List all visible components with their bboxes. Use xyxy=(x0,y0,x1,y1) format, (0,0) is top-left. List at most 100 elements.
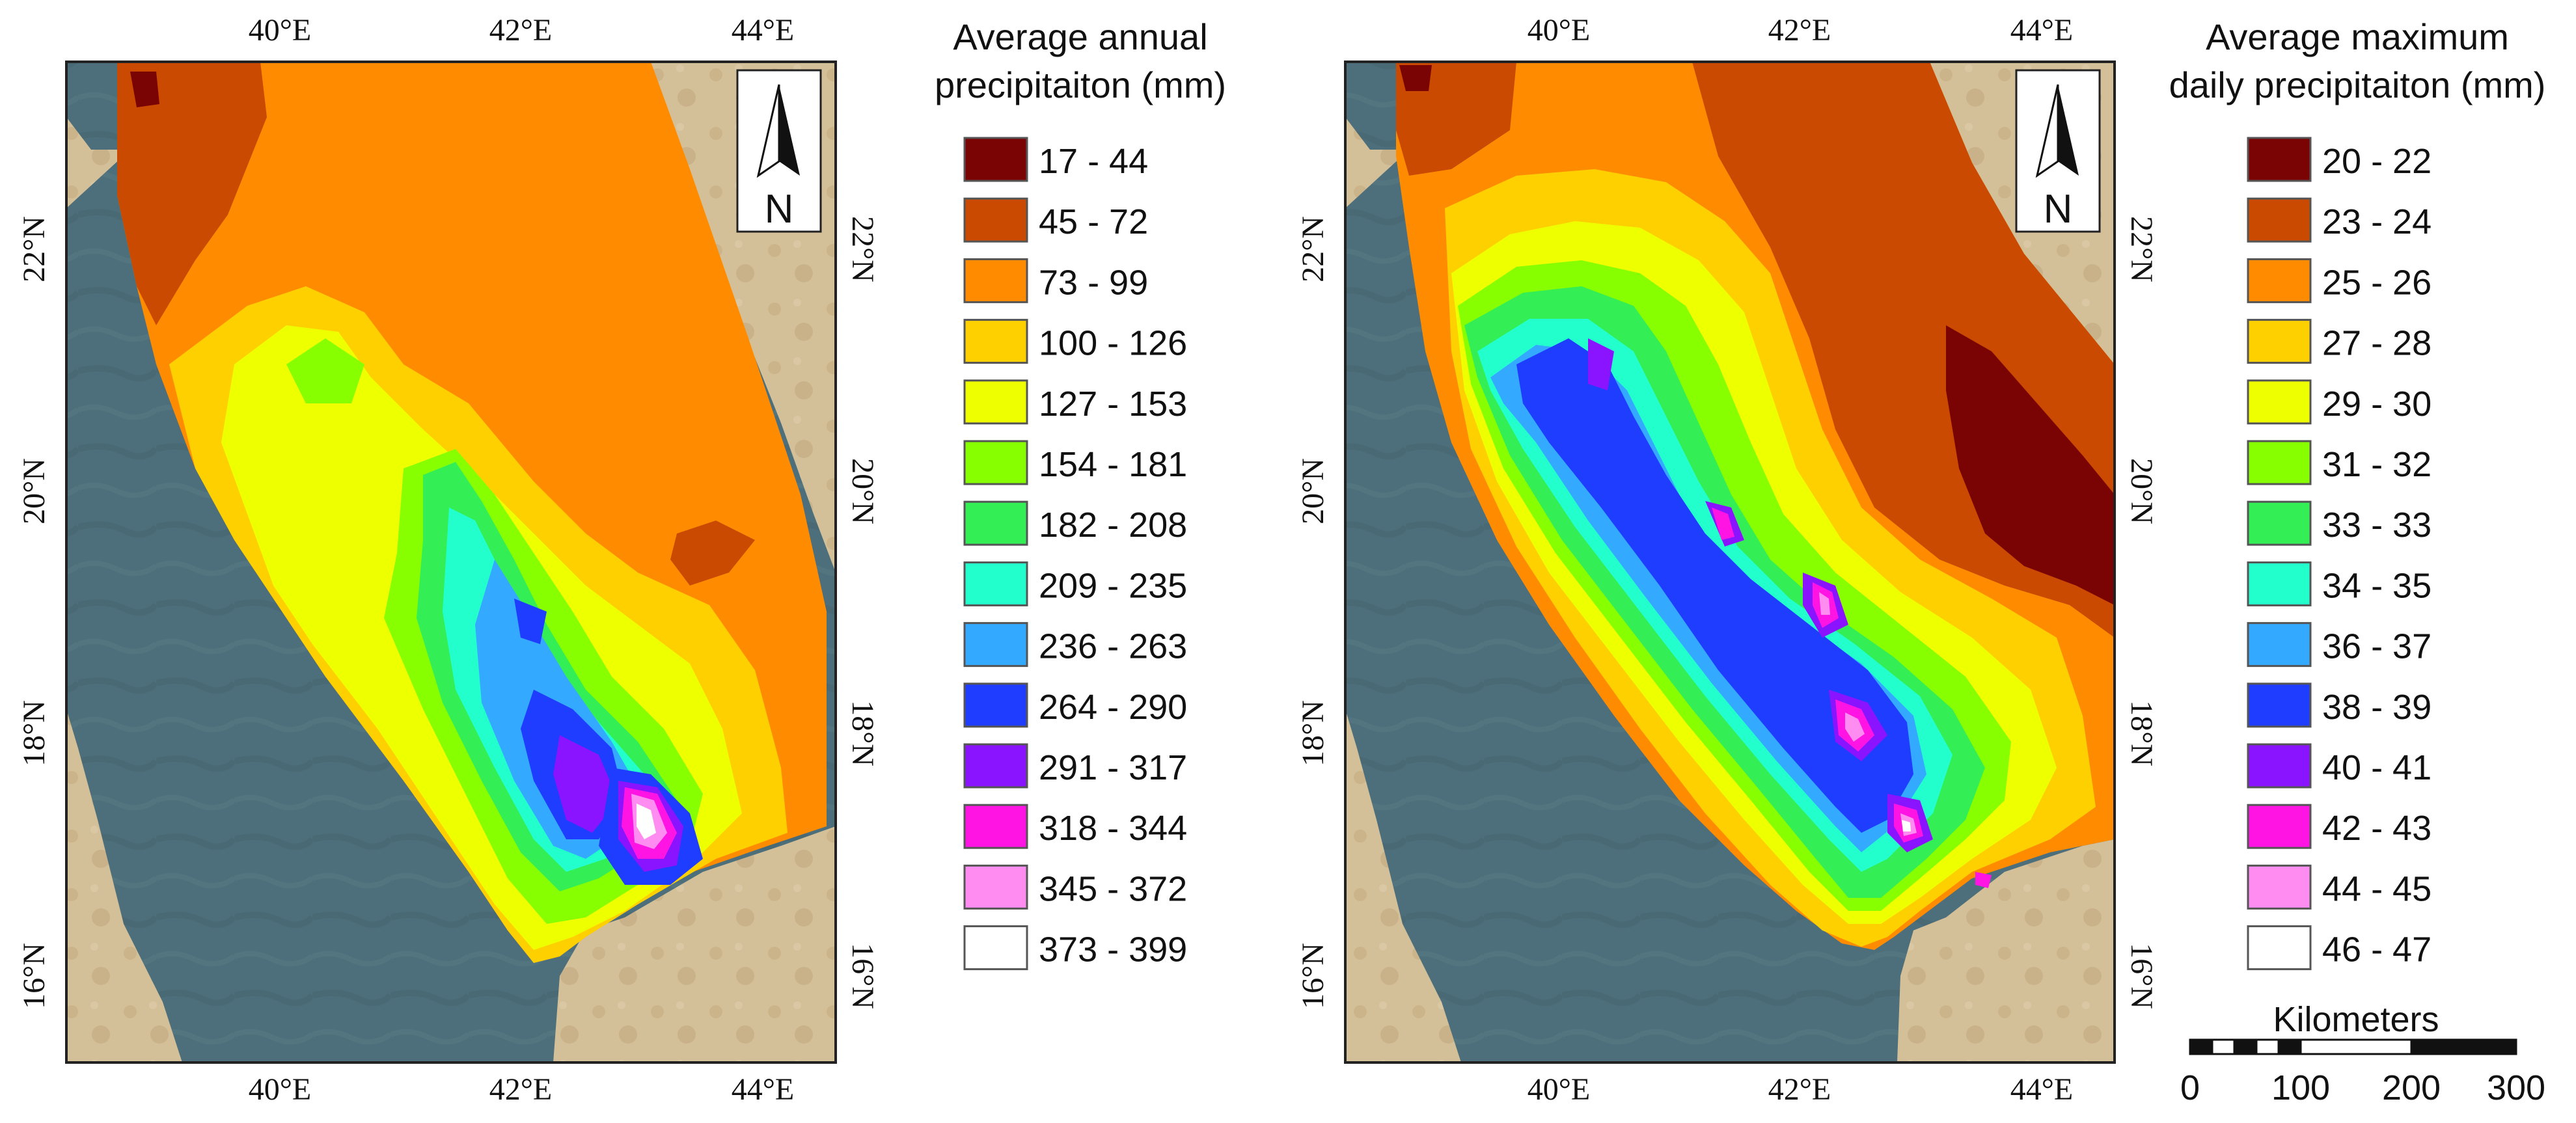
lon-label-top-42: 42°E xyxy=(1768,13,1831,47)
north-arrow: N xyxy=(736,69,822,233)
lat-label-right-18: 18°N xyxy=(845,700,880,766)
legend-item: 182 - 208 xyxy=(963,500,1187,546)
lon-label-bottom-42: 42°E xyxy=(489,1072,553,1107)
legend-item: 31 - 32 xyxy=(2247,440,2432,485)
legend-item: 42 - 43 xyxy=(2247,804,2432,849)
legend-label: 36 - 37 xyxy=(2322,627,2432,666)
lat-label-left-22: 22°N xyxy=(17,216,51,282)
north-arrow-letter: N xyxy=(765,187,794,232)
legend-swatch xyxy=(963,683,1028,728)
lon-label-top-44: 44°E xyxy=(2010,13,2074,47)
legend-swatch xyxy=(2247,137,2312,182)
scale-tick-200: 200 xyxy=(2382,1068,2441,1107)
legend-item: 46 - 47 xyxy=(2247,925,2432,971)
lat-label-right-16: 16°N xyxy=(845,943,880,1009)
scale-bar-segment xyxy=(2233,1038,2258,1055)
legend-swatch xyxy=(2247,319,2312,364)
lon-label-bottom-40: 40°E xyxy=(1528,1072,1591,1107)
legend-swatch xyxy=(963,440,1028,485)
lat-label-left-18: 18°N xyxy=(17,700,51,766)
scale-bar: Kilometers 0 100 200 300 xyxy=(2180,1000,2545,1107)
legend-swatch xyxy=(2247,743,2312,789)
land-southeast xyxy=(553,826,836,1062)
scale-tick-100: 100 xyxy=(2271,1068,2330,1107)
legend-swatch xyxy=(2247,925,2312,971)
map-panel-maxdaily: N 40°E 42°E 44°E 40°E 42°E 44°E 22°N 20°… xyxy=(1296,13,2159,1107)
scale-bar-title: Kilometers xyxy=(2273,1000,2439,1039)
lat-label-left-20: 20°N xyxy=(17,458,51,524)
lat-label-right-20: 20°N xyxy=(2124,458,2159,524)
legend-item: 236 - 263 xyxy=(963,622,1187,668)
legend-swatch xyxy=(2247,440,2312,485)
lon-label-bottom-40: 40°E xyxy=(249,1072,312,1107)
lat-label-left-22: 22°N xyxy=(1296,216,1330,282)
legend-title-line-2: precipitaiton (mm) xyxy=(935,64,1226,105)
legend-label: 46 - 47 xyxy=(2322,930,2432,969)
north-arrow: N xyxy=(2015,69,2101,233)
legend-maxdaily: Average maximum daily precipitaiton (mm)… xyxy=(2169,16,2546,971)
legend-item: 73 - 99 xyxy=(963,258,1148,303)
legend-swatch xyxy=(963,743,1028,789)
legend-label: 73 - 99 xyxy=(1039,263,1148,302)
legend-label: 345 - 372 xyxy=(1039,869,1187,908)
legend-item: 45 - 72 xyxy=(963,197,1148,243)
legend-item: 23 - 24 xyxy=(2247,197,2432,243)
legend-swatch xyxy=(963,561,1028,606)
scale-bar-segment xyxy=(2299,1038,2413,1055)
lon-label-bottom-44: 44°E xyxy=(732,1072,795,1107)
lat-label-right-22: 22°N xyxy=(2124,216,2159,282)
legend-label: 45 - 72 xyxy=(1039,202,1148,241)
legend-item: 291 - 317 xyxy=(963,743,1187,789)
legend-swatch xyxy=(2247,622,2312,668)
legend-label: 264 - 290 xyxy=(1039,688,1187,727)
legend-annual: Average annual precipitaiton (mm) 17 - 4… xyxy=(935,16,1226,971)
scale-tick-0: 0 xyxy=(2180,1068,2200,1107)
legend-swatch xyxy=(963,622,1028,668)
legend-swatch xyxy=(963,137,1028,182)
land-southeast xyxy=(1897,839,2115,1062)
legend-item: 36 - 37 xyxy=(2247,622,2432,668)
legend-swatch xyxy=(2247,197,2312,243)
legend-item: 318 - 344 xyxy=(963,804,1187,849)
legend-item: 25 - 26 xyxy=(2247,258,2432,303)
legend-item: 373 - 399 xyxy=(963,925,1187,971)
lat-label-right-20: 20°N xyxy=(845,458,880,524)
legend-label: 29 - 30 xyxy=(2322,385,2432,424)
legend-item: 29 - 30 xyxy=(2247,379,2432,425)
legend-item: 33 - 33 xyxy=(2247,500,2432,546)
legend-swatch xyxy=(2247,379,2312,425)
legend-label: 373 - 399 xyxy=(1039,930,1187,969)
legend-label: 20 - 22 xyxy=(2322,142,2432,181)
legend-item: 44 - 45 xyxy=(2247,864,2432,910)
legend-item: 264 - 290 xyxy=(963,683,1187,728)
map-frame xyxy=(65,61,837,1064)
scale-bar-segment xyxy=(2189,1038,2213,1055)
legend-label: 17 - 44 xyxy=(1039,142,1148,181)
map-panel-annual: N 40°E 42°E 44°E 40°E 42°E 44°E 22°N 20°… xyxy=(17,13,880,1107)
lat-label-left-16: 16°N xyxy=(17,943,51,1009)
legend-item: 27 - 28 xyxy=(2247,319,2432,364)
legend-swatch xyxy=(963,319,1028,364)
scale-bar-segment xyxy=(2211,1038,2236,1055)
legend-swatch xyxy=(2247,258,2312,303)
legend-label: 154 - 181 xyxy=(1039,445,1187,484)
lon-label-top-42: 42°E xyxy=(489,13,553,47)
map-frame xyxy=(1344,61,2116,1064)
scale-bar-segment xyxy=(2255,1038,2280,1055)
legend-label: 23 - 24 xyxy=(2322,202,2432,241)
legend-title-line-2: daily precipitaiton (mm) xyxy=(2169,64,2546,105)
legend-swatch xyxy=(963,804,1028,849)
precipitation-raster-annual xyxy=(117,62,827,963)
legend-label: 25 - 26 xyxy=(2322,263,2432,302)
legend-label: 209 - 235 xyxy=(1039,566,1187,605)
legend-item: 38 - 39 xyxy=(2247,683,2432,728)
legend-label: 34 - 35 xyxy=(2322,566,2432,605)
lat-label-right-18: 18°N xyxy=(2124,700,2159,766)
lat-label-left-16: 16°N xyxy=(1296,943,1330,1009)
legend-label: 100 - 126 xyxy=(1039,324,1187,363)
lat-label-left-20: 20°N xyxy=(1296,458,1330,524)
lat-label-right-22: 22°N xyxy=(845,216,880,282)
legend-swatch xyxy=(963,379,1028,425)
north-arrow-letter: N xyxy=(2044,187,2073,232)
legend-item: 345 - 372 xyxy=(963,864,1187,910)
